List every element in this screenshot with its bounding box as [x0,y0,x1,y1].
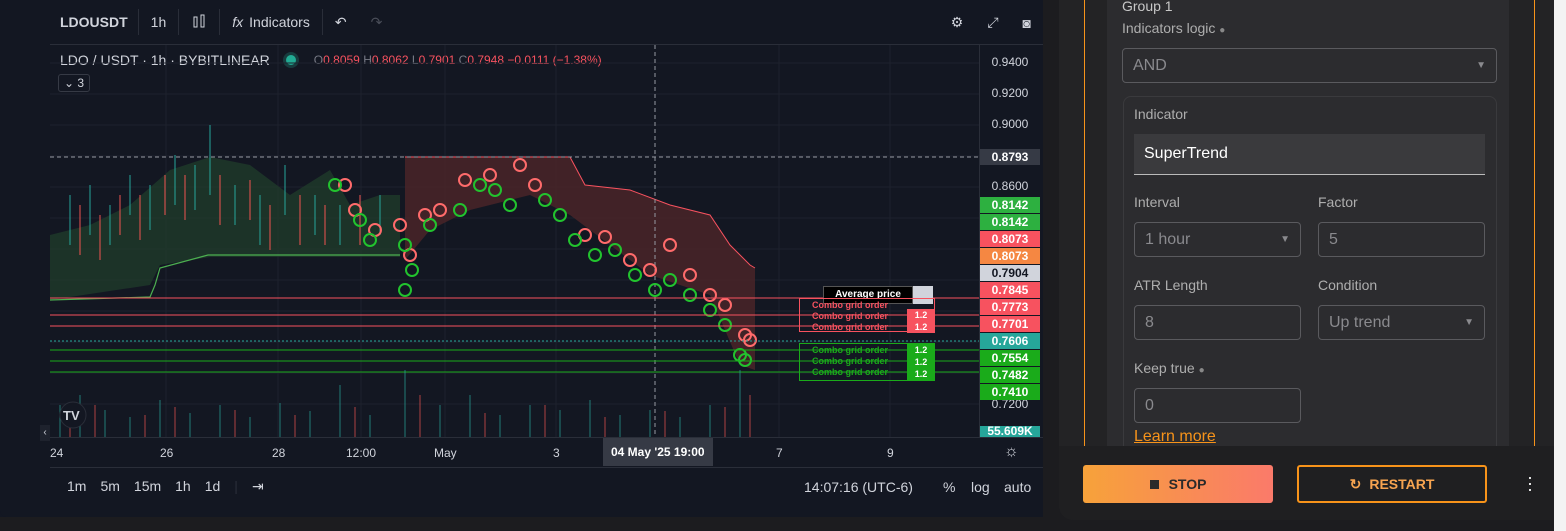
chevron-down-icon: ▼ [1280,234,1290,245]
average-price-label: Average price [823,286,913,304]
time-axis[interactable]: 24 26 28 12:00 May 3 7 9 04 May '25 19:0… [50,437,1043,467]
price-tag: 0.8142 [980,214,1040,230]
page-scrollbar[interactable] [1554,0,1566,531]
price-tag: 0.8073 [980,248,1040,264]
price-axis[interactable]: 0.9400 0.9200 0.9000 0.8600 0.7200 0.879… [979,45,1043,437]
bot-settings-panel: Group 1 Indicators logic ● AND ▼ Indicato… [1059,0,1554,520]
info-icon[interactable]: ● [1198,365,1205,376]
tradingview-logo: TV [59,401,87,429]
market-status-icon [285,55,296,65]
keep-true-input[interactable]: 0 [1134,388,1301,423]
interval-label: Interval [1134,194,1180,210]
indicators-logic-label: Indicators logic ● [1122,20,1226,36]
legend-title: LDO / USDT · 1h · BYBITLINEAR [60,52,270,68]
group-title: Group 1 [1122,0,1173,14]
learn-more-link[interactable]: Learn more [1134,428,1216,445]
group-card [1107,0,1509,446]
info-icon[interactable]: ● [1219,25,1226,36]
price-tag: 0.8142 [980,197,1040,213]
camera-icon[interactable]: ◙ [1022,14,1031,31]
indicators-logic-select[interactable]: AND ▼ [1122,48,1497,83]
panel-footer: STOP ↻ RESTART · · · [1059,446,1554,520]
goto-date-icon[interactable]: ⇥ [251,477,264,494]
atr-length-input[interactable]: 8 [1134,305,1301,340]
indicator-label: Indicator [1134,106,1188,122]
price-tag: 0.7482 [980,367,1040,383]
volume-tag: 55.609K [980,426,1040,437]
atr-length-label: ATR Length [1134,277,1208,293]
settings-icon[interactable]: ⚙ [950,14,964,30]
fx-icon: fx [232,14,244,30]
price-tag: 0.7410 [980,384,1040,400]
restart-button[interactable]: ↻ RESTART [1297,465,1487,503]
average-price-qty [913,286,933,304]
crosshair-time-label: 04 May '25 19:00 [603,438,713,466]
range-1h[interactable]: 1h [175,478,191,494]
indicators-label: Indicators [249,14,310,30]
chart-topbar: LDOUSDT 1h fx Indicators ↶ ↷ ⚙ ⤢ ◙ [50,0,1043,45]
undo-icon[interactable]: ↶ [334,13,347,30]
indicator-collapse-button[interactable]: ⌄ 3 [58,74,91,92]
price-tag: 0.7701 [980,316,1040,332]
range-1m[interactable]: 1m [67,478,87,494]
condition-label: Condition [1318,277,1378,293]
more-menu-icon[interactable]: · · · [1527,467,1533,499]
price-tag: 0.8793 [980,149,1040,165]
indicators-button[interactable]: fx Indicators [220,14,322,30]
factor-label: Factor [1318,194,1358,210]
stop-icon [1149,479,1159,489]
bottom-toolbar: 1m 5m 15m 1h 1d | ⇥ 14:07:16 (UTC-6) % l… [50,467,1043,504]
price-tag: 0.8073 [980,231,1040,247]
factor-input[interactable]: 5 [1318,222,1485,257]
svg-text:TV: TV [63,408,80,423]
range-1d[interactable]: 1d [204,478,221,494]
volume-bars [59,370,741,437]
combo-orders-sell: Combo grid order Combo grid order Combo … [799,298,935,333]
panel-frame [1084,0,1535,446]
price-tag: 0.7904 [980,265,1040,281]
range-15m[interactable]: 15m [133,478,162,494]
chart-window: LDOUSDT 1h fx Indicators ↶ ↷ ⚙ ⤢ ◙ LDO / … [40,0,1043,504]
clock[interactable]: 14:07:16 (UTC-6) [804,479,913,495]
interval-button[interactable]: 1h [150,14,167,30]
chevron-down-icon: ▼ [1464,317,1474,328]
redo-icon[interactable]: ↷ [370,13,383,30]
fullscreen-icon[interactable]: ⤢ [987,14,999,30]
price-tag: 0.7554 [980,350,1040,366]
percent-toggle[interactable]: % [943,479,956,495]
keep-true-label: Keep true ● [1134,360,1205,376]
auto-toggle[interactable]: auto [1004,479,1032,495]
price-chart[interactable]: TV [50,45,979,437]
collapse-toolbar-icon[interactable]: ‹ [40,425,50,441]
symbol-search[interactable]: LDOUSDT [60,14,128,30]
spacer [1043,0,1059,531]
combo-orders-buy: Combo grid order Combo grid order Combo … [799,343,935,381]
chart-type-icon[interactable] [179,13,219,31]
interval-select[interactable]: 1 hour ▼ [1134,222,1301,257]
axis-settings-icon[interactable]: ☼ [1004,443,1019,460]
range-5m[interactable]: 5m [100,478,120,494]
stop-button[interactable]: STOP [1083,465,1273,503]
chevron-down-icon: ▼ [1476,60,1486,71]
price-tag: 0.7845 [980,282,1040,298]
condition-select[interactable]: Up trend ▼ [1318,305,1485,340]
price-tag: 0.7773 [980,299,1040,315]
price-tag: 0.7606 [980,333,1040,349]
log-toggle[interactable]: log [971,479,990,495]
restart-icon: ↻ [1349,475,1362,492]
indicator-select[interactable]: SuperTrend [1134,134,1485,175]
